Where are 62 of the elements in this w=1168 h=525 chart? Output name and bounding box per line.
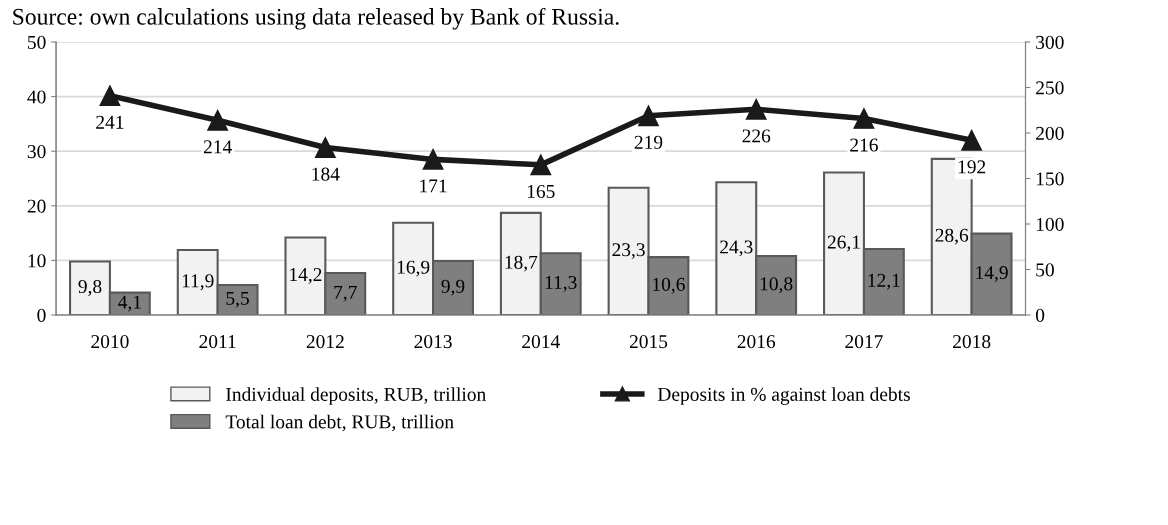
x-tick-label: 2013 [414,335,452,349]
data-label: 192 [958,160,986,174]
y2-tick-label: 100 [1036,217,1064,231]
data-label: 165 [527,184,555,198]
data-label: 11,3 [545,275,577,292]
y-tick-label: 10 [28,254,46,268]
data-label: 18,7 [505,255,538,272]
y2-tick-label: 200 [1036,126,1064,140]
y2-tick-label: 0 [1035,308,1045,322]
y-tick-label: 20 [27,199,46,213]
x-tick-label: 2011 [199,335,236,349]
data-label: 184 [312,167,340,181]
point [314,137,336,158]
data-label: 7,7 [334,285,357,302]
data-label: 11,9 [182,274,214,291]
data-label: 171 [420,179,447,193]
legend-label: Total loan debt, RUB, trillion [225,414,454,432]
data-label: 216 [850,138,878,152]
point [422,148,444,170]
y2-tick-label: 50 [1036,263,1054,277]
data-label: 241 [96,115,124,129]
point [99,85,121,107]
data-label: 10,6 [653,277,685,294]
point [530,154,552,176]
point [745,98,767,120]
x-tick-label: 2018 [953,335,991,349]
x-tick-label: 2014 [522,335,560,349]
data-label: 9,9 [441,279,465,296]
source-note: Source: own calculations using data released by Bank of Russia. [13,7,619,30]
x-tick-label: 2017 [845,335,883,349]
data-label: 219 [634,135,663,149]
x-tick-label: 2012 [306,335,344,349]
data-label: 10,8 [760,277,793,294]
data-label: 12,1 [868,273,900,290]
data-label: 23,3 [612,243,645,260]
x-tick-label: 2015 [629,335,668,349]
legend-label: Individual deposits, RUB, trillion [226,387,486,405]
point [638,105,659,127]
y2-tick-label: 300 [1036,35,1064,49]
x-tick-label: 2010 [91,335,129,349]
data-label: 214 [203,140,232,154]
data-label: 16,9 [397,260,430,277]
point [853,108,875,129]
data-label: 4,1 [118,295,141,312]
y2-tick-label: 150 [1036,172,1064,186]
y-tick-label: 0 [37,308,46,322]
data-label: 26,1 [827,235,860,252]
point [207,109,229,131]
data-label: 24,3 [720,240,753,257]
data-label: 5,5 [226,291,249,308]
data-label: 28,6 [935,228,969,245]
point [961,129,983,151]
data-label: 14,9 [976,266,1008,282]
data-label: 9,8 [78,279,102,296]
y2-tick-label: 250 [1036,81,1064,95]
y-tick-label: 50 [28,35,46,49]
y-tick-label: 40 [27,90,46,104]
y-tick-label: 30 [27,145,46,159]
x-tick-label: 2016 [737,335,776,349]
data-label: 14,2 [290,268,322,284]
legend-label: Deposits in % against loan debts [657,387,910,405]
data-label: 226 [742,129,771,143]
